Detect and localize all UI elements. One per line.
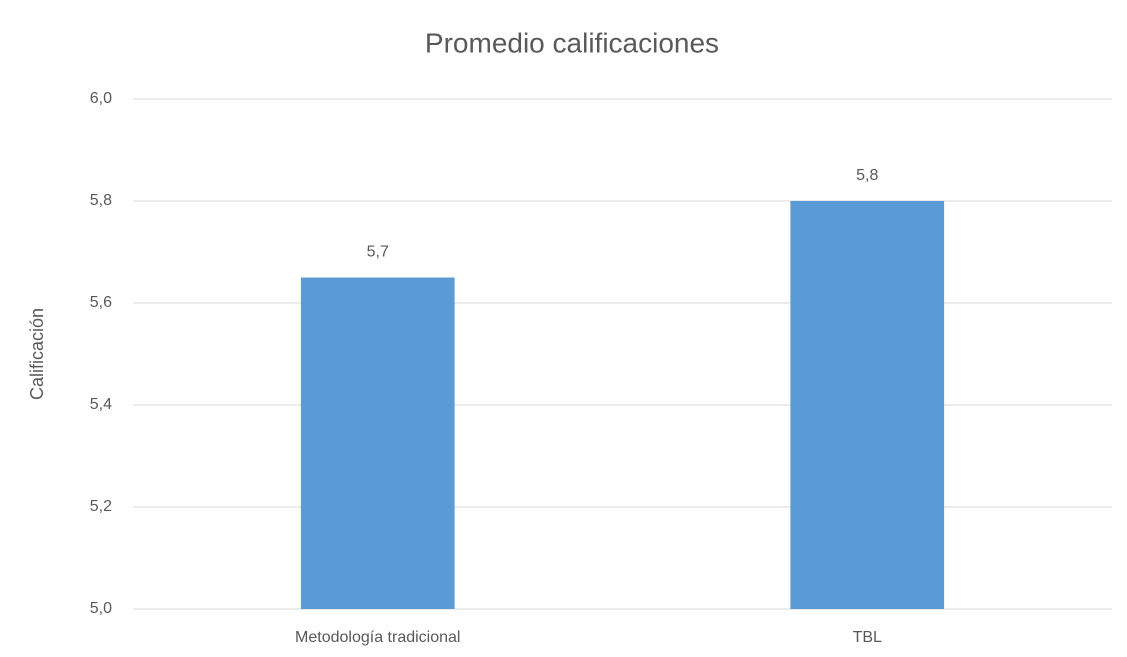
bar	[300, 277, 455, 609]
y-tick-label: 5,4	[90, 396, 112, 413]
y-tick-label: 5,8	[90, 192, 112, 209]
x-tick-label: TBL	[853, 629, 882, 646]
data-label: 5,8	[856, 167, 878, 184]
bar	[790, 201, 945, 609]
chart-title: Promedio calificaciones	[425, 27, 719, 58]
y-axis-label: Calificación	[27, 308, 47, 400]
y-tick-label: 5,6	[90, 294, 112, 311]
y-tick-label: 6,0	[90, 90, 112, 107]
y-tick-label: 5,2	[90, 498, 112, 515]
x-tick-label: Metodología tradicional	[295, 629, 460, 646]
data-label: 5,7	[367, 244, 389, 261]
y-tick-label: 5,0	[90, 600, 112, 617]
